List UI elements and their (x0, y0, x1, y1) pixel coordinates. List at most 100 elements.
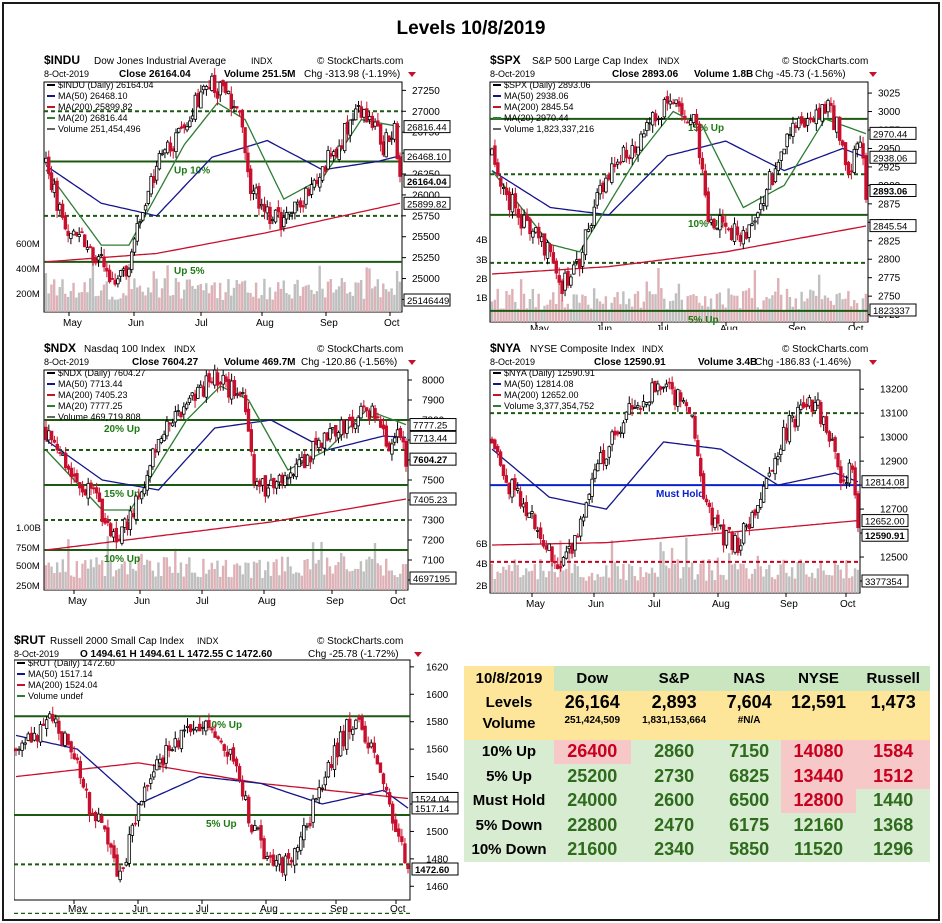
volume-bar (745, 568, 748, 593)
volume-bar (514, 301, 517, 322)
volume-bar (587, 304, 590, 322)
price-tag: 2845.54 (873, 222, 907, 233)
volume-bar (357, 282, 360, 312)
candle-body (47, 430, 51, 441)
candle-body (103, 825, 107, 830)
candle-body (345, 419, 349, 434)
price-tag-box (411, 862, 459, 876)
volume-bar (686, 296, 689, 322)
candle-body (610, 163, 614, 183)
volume-bar (387, 291, 391, 312)
volume-bar (525, 308, 529, 322)
chart-symbol: $INDU (44, 53, 80, 67)
volume-bar (356, 569, 360, 590)
volume-bar (354, 282, 357, 312)
volume-bar (133, 278, 136, 312)
candle-body (530, 511, 534, 514)
candle-body (86, 483, 90, 499)
candle-body (328, 428, 332, 440)
volume-bar (311, 542, 315, 590)
candle-body (168, 142, 173, 152)
x-tick-label: Aug (720, 324, 738, 330)
y-tick-label: 12700 (880, 505, 908, 516)
candle-body (351, 118, 355, 121)
volume-bar (69, 291, 72, 312)
candle-body (114, 527, 119, 543)
volume-bar (654, 294, 657, 322)
candle-body (188, 724, 193, 733)
y-tick-label: 13100 (880, 409, 908, 420)
volume-bar (645, 281, 648, 322)
candle-body (671, 102, 675, 105)
chart-date: 8-Oct-2019 (44, 357, 89, 367)
volume-bar (599, 576, 602, 593)
volume-bar (650, 567, 654, 593)
volume-bar (332, 292, 335, 312)
candle-body (773, 458, 777, 475)
volume-bar (382, 575, 385, 590)
volume-bar (154, 576, 157, 590)
volume-bar (232, 287, 236, 312)
volume-bar (83, 282, 86, 312)
candle-body (598, 452, 603, 465)
candle-body (681, 400, 686, 403)
candle-body (861, 143, 865, 159)
candle-body (246, 408, 251, 432)
level-value: 1584 (856, 739, 930, 764)
candle-body (403, 843, 407, 864)
column-header-nyse: NYSE (780, 666, 857, 691)
volume-bar (97, 295, 100, 312)
candle-body (99, 254, 104, 256)
candle-body (234, 758, 239, 767)
volume-bar (613, 562, 617, 593)
volume-bar (779, 294, 783, 322)
candle-body (580, 251, 585, 267)
volume-bar (224, 292, 227, 312)
volume-bar (221, 565, 225, 590)
volume-bar (354, 568, 357, 590)
candle-body (563, 272, 567, 291)
candle-body (800, 116, 804, 124)
volume-bar (817, 274, 821, 322)
candle-body (152, 771, 156, 778)
volume-bar (390, 288, 393, 312)
candle-body (397, 828, 401, 837)
candle-body (243, 127, 247, 154)
candle-body (833, 437, 837, 452)
candle-body (716, 514, 720, 524)
candle-body (179, 411, 183, 418)
volume-bar (393, 294, 396, 312)
candle-body (320, 166, 325, 181)
candle-body (334, 148, 339, 158)
candle-body (581, 516, 586, 522)
volume-bar (301, 286, 305, 312)
price-tag: 12652.00 (865, 517, 905, 528)
candle-body (290, 211, 294, 214)
candle-body (679, 392, 683, 402)
candle-body (811, 119, 816, 123)
volume-bar (250, 577, 253, 590)
down-arrow-icon (869, 360, 877, 365)
x-tick-label: Aug (258, 596, 276, 607)
volume-bar (224, 559, 228, 590)
candle-body (224, 376, 228, 382)
volume-bar (496, 288, 499, 322)
volume-bar (137, 556, 140, 590)
level-value: 2730 (630, 764, 718, 789)
volume-bar (243, 280, 247, 312)
candle-body (853, 467, 857, 496)
volume-bar (550, 563, 554, 593)
level-row-label: 5% Up (464, 764, 554, 789)
volume-axis-label: 2B (476, 581, 488, 592)
candle-body (659, 386, 663, 390)
candle-body (296, 847, 300, 853)
candle-body (624, 149, 629, 159)
candle-body (510, 479, 514, 498)
candle-body (839, 466, 843, 484)
candle-body (542, 233, 547, 256)
volume-bar (70, 575, 73, 590)
volume-bar (499, 573, 502, 593)
volume-bar (522, 293, 526, 322)
candle-body (801, 402, 806, 408)
volume-bar (665, 565, 668, 593)
